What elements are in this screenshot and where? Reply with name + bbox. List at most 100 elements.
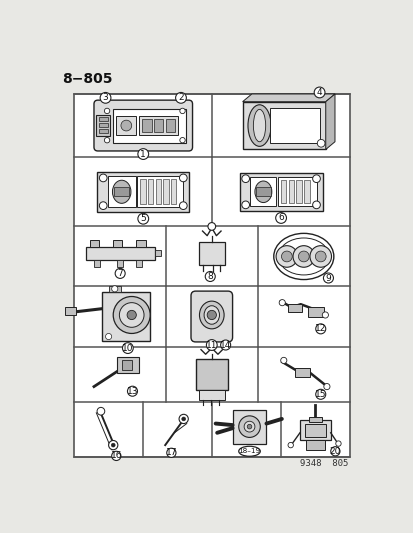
Bar [278,177,316,206]
Bar [308,308,323,317]
Bar [154,119,163,132]
Circle shape [244,421,254,432]
Bar [299,421,330,440]
Bar [280,180,286,203]
Bar [113,240,122,247]
Circle shape [220,340,230,350]
Bar [154,251,161,256]
Bar [102,292,150,341]
Ellipse shape [278,238,328,275]
Circle shape [287,442,293,448]
Circle shape [179,174,187,182]
Ellipse shape [254,181,271,203]
Circle shape [247,424,251,429]
Circle shape [292,246,314,267]
Bar [97,172,189,212]
Bar [117,357,138,373]
Circle shape [280,357,286,364]
Text: 8: 8 [207,272,213,281]
Bar [139,116,178,135]
Circle shape [104,138,109,143]
Text: 11: 11 [206,341,217,350]
Bar [288,180,294,203]
Circle shape [105,334,112,340]
Ellipse shape [204,306,219,324]
Circle shape [99,202,107,209]
Circle shape [122,343,133,353]
Circle shape [108,440,118,450]
Text: 1: 1 [140,150,146,158]
Bar [165,119,174,132]
Circle shape [323,273,332,283]
Bar [304,424,325,438]
Circle shape [207,223,215,230]
Circle shape [315,389,325,399]
Bar [270,108,319,143]
Text: 5: 5 [140,214,146,223]
Circle shape [206,310,216,320]
Bar [116,116,136,135]
Circle shape [115,269,125,278]
Bar [232,410,266,443]
Text: 18–19: 18–19 [238,448,260,454]
Ellipse shape [238,446,260,456]
Text: 2: 2 [178,93,183,102]
Circle shape [275,213,286,223]
Bar [142,119,151,132]
Bar [85,247,154,260]
Text: 10: 10 [122,344,133,353]
Bar [94,260,100,267]
Bar [137,176,183,207]
Text: 9348  805: 9348 805 [299,459,348,468]
Bar [304,180,309,203]
Circle shape [97,407,104,415]
Bar [163,180,168,204]
Circle shape [241,201,249,209]
Circle shape [179,202,187,209]
Text: 15: 15 [314,390,326,399]
Bar [108,286,121,292]
Bar [255,187,271,196]
Ellipse shape [247,105,271,147]
Circle shape [175,92,186,103]
Bar [309,417,321,422]
Circle shape [321,312,328,318]
Bar [296,180,301,203]
Bar [288,304,301,312]
Circle shape [111,443,115,447]
Text: 8−805: 8−805 [62,72,112,86]
Text: 12: 12 [314,325,325,333]
Polygon shape [242,94,334,102]
FancyBboxPatch shape [94,100,192,151]
Bar [98,130,107,133]
Bar [96,115,110,136]
Bar [140,180,145,204]
Circle shape [127,386,137,396]
Circle shape [99,174,107,182]
Circle shape [179,414,188,424]
Circle shape [138,149,148,159]
Text: 4: 4 [316,88,322,97]
Circle shape [315,251,325,262]
Text: 9: 9 [325,273,330,282]
Bar [74,94,349,457]
Ellipse shape [112,180,131,203]
Circle shape [179,138,185,143]
Bar [242,102,325,149]
Bar [198,242,224,265]
Bar [305,440,324,450]
Text: 20: 20 [329,447,340,456]
Bar [239,173,322,211]
Circle shape [113,296,150,334]
Ellipse shape [253,109,265,142]
Circle shape [104,108,109,114]
Bar [294,368,309,377]
Ellipse shape [121,120,131,131]
Circle shape [313,87,324,98]
Circle shape [207,342,215,350]
Circle shape [100,92,111,103]
Bar [136,260,142,267]
Circle shape [127,310,136,320]
Text: 16: 16 [110,451,122,461]
Text: 14: 14 [219,341,231,350]
